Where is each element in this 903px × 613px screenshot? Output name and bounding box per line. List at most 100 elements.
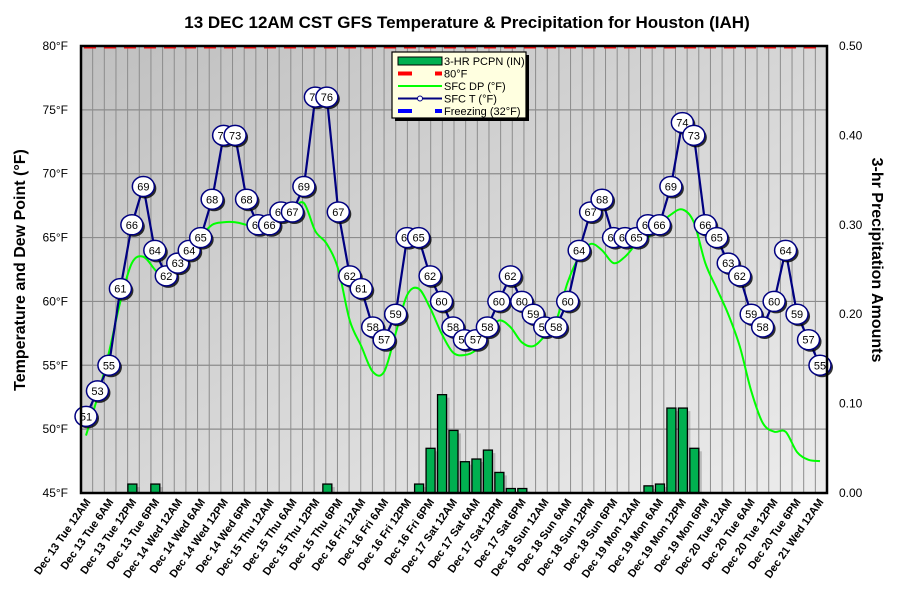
temperature-value: 66 <box>653 220 665 232</box>
temperature-value: 58 <box>757 322 769 334</box>
temperature-value: 67 <box>585 207 597 219</box>
temperature-value: 65 <box>412 233 424 245</box>
legend-swatch <box>397 56 443 66</box>
chart-title: 13 DEC 12AM CST GFS Temperature & Precip… <box>184 13 749 32</box>
temperature-point: 69 <box>292 175 317 199</box>
temperature-value: 65 <box>630 233 642 245</box>
temperature-value: 64 <box>183 245 195 257</box>
y2-tick-label: 0.40 <box>839 128 863 142</box>
temperature-value: 61 <box>114 284 126 296</box>
temperature-point: 62 <box>727 265 753 288</box>
temperature-value: 64 <box>573 245 585 257</box>
precip-bar <box>482 449 494 494</box>
precip-bar <box>459 461 471 494</box>
y-tick-label: 75°F <box>43 103 68 117</box>
temperature-value: 61 <box>355 284 367 296</box>
temperature-value: 58 <box>481 322 493 334</box>
temperature-value: 57 <box>802 335 814 347</box>
temperature-value: 59 <box>527 309 539 321</box>
temperature-point: 66 <box>120 214 145 237</box>
temperature-point: 67 <box>280 201 306 225</box>
temperature-point: 69 <box>131 175 157 199</box>
temperature-point: 76 <box>315 86 340 110</box>
precip-bars <box>127 394 702 494</box>
y-axis-ticks: 45°F 50°F 55°F 60°F 65°F 70°F 75°F 80°F <box>43 39 68 500</box>
temperature-point: 68 <box>590 188 616 212</box>
y2-tick-label: 0.10 <box>839 397 863 411</box>
legend-marker <box>417 95 423 102</box>
precip-bar <box>654 483 666 494</box>
dewpoint-series <box>85 201 821 463</box>
temperature-point: 62 <box>418 265 444 288</box>
y-tick-label: 45°F <box>43 486 68 500</box>
precip-bar <box>413 483 425 494</box>
temperature-value: 57 <box>378 335 390 347</box>
temperature-point: 73 <box>682 124 707 148</box>
temperature-value: 67 <box>332 207 344 219</box>
precip-bar <box>150 483 161 494</box>
temperature-point: 62 <box>498 265 524 288</box>
temperature-point: 64 <box>567 239 593 263</box>
precip-bar <box>448 429 459 494</box>
temperature-point: 73 <box>223 124 249 148</box>
temperature-point: 66 <box>257 214 283 237</box>
temperature-value: 53 <box>91 386 103 398</box>
temperature-point: 53 <box>85 380 111 403</box>
precip-bar <box>666 407 677 494</box>
temperature-value: 69 <box>137 181 149 193</box>
temperature-point: 55 <box>97 354 122 378</box>
temperature-value: 60 <box>435 296 447 308</box>
precip-bar <box>322 483 333 494</box>
temperature-value: 67 <box>286 207 298 219</box>
temperature-value: 73 <box>688 130 700 142</box>
temperature-point: 61 <box>108 277 134 301</box>
temperature-value: 60 <box>516 296 528 308</box>
y2-tick-label: 0.30 <box>839 218 863 232</box>
temperature-value: 62 <box>160 271 172 283</box>
temperature-value: 57 <box>470 335 482 347</box>
precip-bar <box>494 471 505 494</box>
temperature-point: 57 <box>796 328 822 352</box>
y-tick-label: 50°F <box>43 422 68 436</box>
temperature-value: 59 <box>390 309 402 321</box>
temperature-point: 58 <box>475 316 501 339</box>
y2-axis-label: 3-hr Precipitation Amounts <box>868 158 885 363</box>
precip-bar <box>471 458 482 494</box>
temperature-value: 58 <box>367 322 379 334</box>
temperature-point: 65 <box>188 226 214 250</box>
temperature-value: 62 <box>424 271 436 283</box>
temperature-point: 60 <box>510 290 535 314</box>
temperature-value: 69 <box>665 181 677 193</box>
temperature-value: 63 <box>722 258 734 270</box>
y2-tick-label: 0.50 <box>839 39 863 53</box>
legend-label: SFC DP (°F) <box>444 81 506 93</box>
temperature-value: 73 <box>229 130 241 142</box>
temperature-value: 55 <box>103 360 115 372</box>
temperature-point: 57 <box>372 328 398 352</box>
temperature-value: 60 <box>562 296 574 308</box>
temperature-point: 59 <box>383 303 409 327</box>
temperature-point: 68 <box>234 188 260 212</box>
y2-axis-ticks: 0.00 0.10 0.20 0.30 0.40 0.50 <box>839 39 863 500</box>
temperature-point: 59 <box>785 303 811 327</box>
temperature-value: 55 <box>814 360 826 372</box>
temperature-value: 60 <box>768 296 780 308</box>
y-tick-label: 65°F <box>43 231 68 245</box>
temperature-point: 58 <box>544 316 570 339</box>
temperature-value: 69 <box>298 181 310 193</box>
temperature-value: 68 <box>596 194 608 206</box>
temperature-value: 68 <box>240 194 252 206</box>
temperature-value: 65 <box>711 233 723 245</box>
temperature-value: 74 <box>676 118 688 130</box>
precip-bar <box>127 483 138 494</box>
grid <box>81 46 827 493</box>
temperature-value: 51 <box>80 411 92 423</box>
temperature-point: 68 <box>200 188 226 212</box>
temperature-point: 65 <box>406 226 432 250</box>
temperature-value: 66 <box>263 220 275 232</box>
y-tick-label: 70°F <box>43 167 68 181</box>
temperature-value: 66 <box>126 220 138 232</box>
y-tick-label: 55°F <box>43 358 68 372</box>
